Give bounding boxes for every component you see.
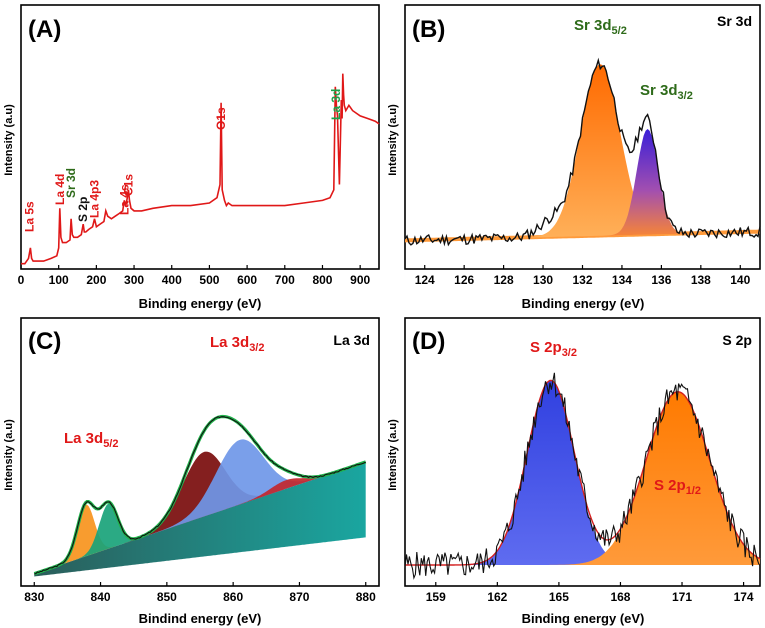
panel-d-ylabel: Intensity (a.u): [387, 419, 399, 491]
subscript: 3/2: [562, 347, 577, 359]
xtick-label: 126: [454, 273, 474, 287]
xtick-label: 860: [223, 590, 243, 604]
subscript: 3/2: [249, 342, 264, 354]
peak-label: C1s: [121, 174, 135, 196]
panel-d-peak-s2p12: [405, 391, 760, 565]
panel-c-background-fill: [34, 461, 366, 577]
panel-d-title: S 2p: [722, 332, 752, 348]
xtick-label: 840: [91, 590, 111, 604]
xtick-label: 700: [275, 273, 295, 287]
panel-c-label: (C): [28, 328, 61, 355]
panel-b-label-sr3d52: Sr 3d5/2: [574, 17, 627, 37]
peak-label: La 4s: [117, 184, 131, 215]
xtick-label: 132: [572, 273, 592, 287]
xtick-label: 100: [49, 273, 69, 287]
xtick-label: 600: [237, 273, 257, 287]
xtick-label: 850: [157, 590, 177, 604]
panel-a: (A) Intensity (a.u) Binding energy (eV) …: [3, 4, 380, 311]
panel-a-survey-line: [21, 73, 380, 265]
panel-d-peak-s2p32: [405, 380, 760, 565]
xtick-label: 174: [734, 590, 754, 604]
panel-c-components: [34, 439, 366, 574]
panel-c-xlabel: Bindind energy (eV): [139, 611, 262, 626]
panel-b-peak-sr3d52: [405, 64, 760, 241]
panel-c-title: La 3d: [333, 332, 370, 348]
xtick-label: 130: [533, 273, 553, 287]
panel-a-xticks: 0 100 200 300 400 500 600 700 800 900: [18, 265, 370, 287]
panel-c-label-la3d32: La 3d3/2: [210, 334, 264, 354]
panel-b-label-sr3d32: Sr 3d3/2: [640, 82, 693, 102]
xtick-label: 500: [199, 273, 219, 287]
peak-label: La 3d: [329, 89, 343, 120]
xtick-label: 124: [415, 273, 435, 287]
subscript: 5/2: [612, 25, 627, 37]
panel-b-ylabel: Intensity (a.u): [387, 104, 399, 176]
panel-d-xlabel: Binding energy (eV): [522, 611, 645, 626]
subscript: 5/2: [103, 438, 118, 450]
xtick-label: 400: [162, 273, 182, 287]
panel-b-xlabel: Binding energy (eV): [522, 296, 645, 311]
panel-d: (D) S 2p Intensity (a.u) Binding energy …: [387, 317, 761, 626]
panel-c-ylabel: Intensity (a.u): [3, 419, 15, 491]
xtick-label: 880: [356, 590, 376, 604]
panel-a-frame: [20, 4, 380, 270]
panel-a-xlabel: Binding energy (eV): [139, 296, 262, 311]
panel-d-label: (D): [412, 328, 445, 355]
xtick-label: 136: [651, 273, 671, 287]
panel-c-label-la3d52: La 3d5/2: [64, 430, 118, 450]
xtick-label: 140: [730, 273, 750, 287]
xtick-label: 162: [487, 590, 507, 604]
panel-d-label-s2p32: S 2p3/2: [530, 339, 577, 359]
panel-c-xticks: 830 840 850 860 870 880: [24, 582, 376, 604]
panel-a-label: (A): [28, 16, 61, 43]
panel-a-ylabel: Intensity (a.u): [3, 104, 15, 176]
xtick-label: 300: [124, 273, 144, 287]
xtick-label: 159: [426, 590, 446, 604]
panel-c-raw-spectrum: [34, 416, 366, 575]
xtick-label: 138: [691, 273, 711, 287]
xtick-label: 134: [612, 273, 632, 287]
panel-c-frame: [20, 317, 380, 587]
xtick-label: 171: [672, 590, 692, 604]
panel-b: (B) Sr 3d Intensity (a.u) Binding energy…: [387, 4, 761, 311]
peak-label: La 4d: [53, 174, 67, 205]
panel-c: (C) La 3d Intensity (a.u) Bindind energy…: [3, 317, 380, 626]
xtick-label: 200: [86, 273, 106, 287]
xtick-label: 830: [24, 590, 44, 604]
component-peak: [34, 439, 366, 574]
xtick-label: 900: [350, 273, 370, 287]
xtick-label: 800: [312, 273, 332, 287]
xtick-label: 870: [289, 590, 309, 604]
subscript: 3/2: [678, 90, 693, 102]
subscript: 1/2: [686, 485, 701, 497]
xtick-label: 128: [494, 273, 514, 287]
peak-label: S 2p: [76, 197, 90, 222]
panel-b-title: Sr 3d: [717, 13, 752, 29]
panel-b-raw-spectrum: [404, 57, 761, 247]
peak-label: La 5s: [23, 201, 37, 232]
panel-d-frame: [404, 317, 761, 587]
peak-label: Sr 3d: [64, 168, 78, 198]
panel-d-xticks: 159 162 165 168 171 174: [426, 582, 754, 604]
panel-b-xticks: 124 126 128 130 132 134 136 138 140: [415, 265, 751, 287]
peak-label: La 4p3: [87, 180, 101, 218]
panel-b-label: (B): [412, 16, 445, 43]
xtick-label: 165: [549, 590, 569, 604]
panel-d-raw-spectrum: [404, 372, 761, 580]
xtick-label: 0: [18, 273, 25, 287]
component-peak: [34, 461, 366, 574]
xtick-label: 168: [610, 590, 630, 604]
peak-label: O1s: [214, 107, 228, 130]
